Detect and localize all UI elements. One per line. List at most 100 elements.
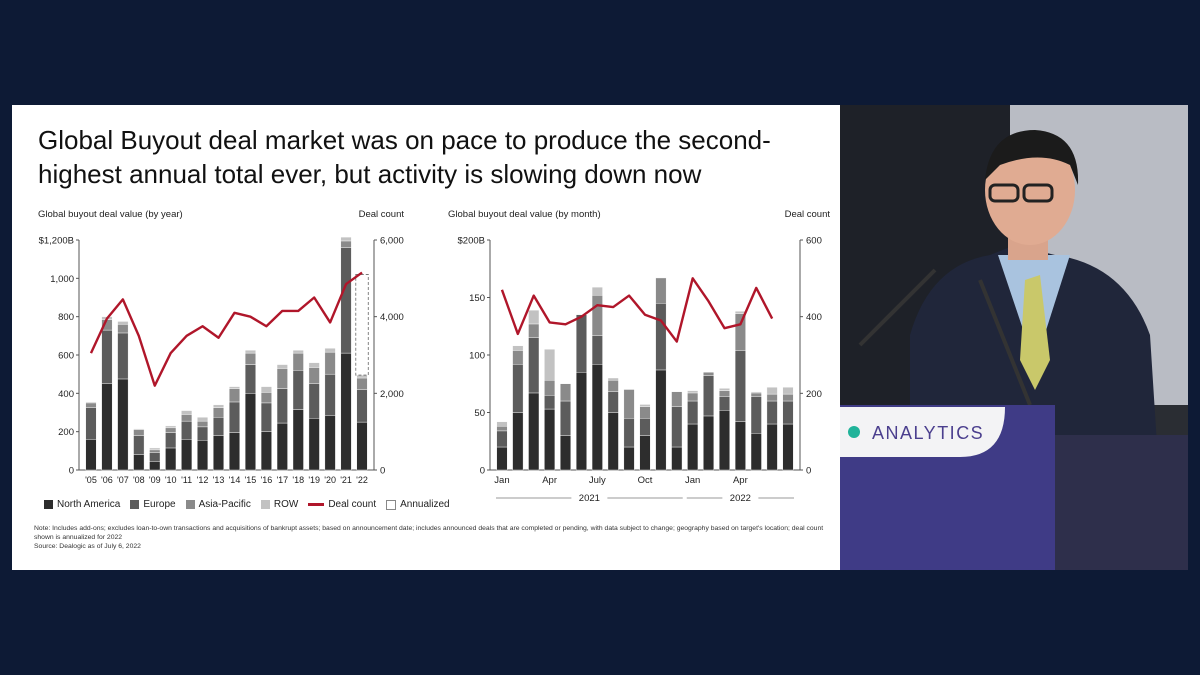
legend-label: Deal count <box>328 499 377 510</box>
note-text: Note: Includes add-ons; excludes loan-to… <box>34 525 824 541</box>
x-tick-label: '20 <box>324 475 336 485</box>
x-tick-label: '21 <box>340 475 352 485</box>
bar-europe <box>324 373 336 416</box>
x-tick-label: Apr <box>733 475 748 486</box>
bar-asia-pacific <box>340 240 352 248</box>
bar-asia-pacific <box>782 393 794 402</box>
bar-north-america <box>340 352 352 471</box>
bar-row <box>544 349 556 381</box>
bar-north-america <box>560 435 571 471</box>
y2-tick-label: 6,000 <box>380 236 404 247</box>
bar-north-america <box>133 454 145 471</box>
bar-europe <box>197 426 209 441</box>
x-tick-label: '09 <box>149 475 161 485</box>
bar-asia-pacific <box>591 294 603 336</box>
bar-north-america <box>292 409 304 471</box>
bar-europe <box>101 329 113 384</box>
legend-swatch-row <box>260 500 270 509</box>
y2-tick-label: 4,000 <box>380 312 404 323</box>
bar-north-america <box>149 461 161 471</box>
y-tick-label: 0 <box>480 466 485 477</box>
bar-europe <box>244 364 256 394</box>
bar-north-america <box>213 435 224 471</box>
bar-north-america <box>117 378 129 471</box>
y2-tick-label: 2,000 <box>380 389 404 400</box>
bar-asia-pacific <box>734 313 746 351</box>
bar-north-america <box>766 423 778 471</box>
banner-text: ANALYTICS <box>872 423 984 443</box>
bar-asia-pacific <box>639 406 651 419</box>
y-tick-label: 100 <box>469 351 485 362</box>
bar-asia-pacific <box>324 351 336 375</box>
bar-europe <box>671 406 683 448</box>
bar-asia-pacific <box>671 391 683 407</box>
bar-north-america <box>512 412 524 471</box>
bar-north-america <box>85 439 97 471</box>
legend-label: Annualized <box>400 499 450 510</box>
x-tick-label: '06 <box>101 475 113 485</box>
bar-north-america <box>750 432 762 471</box>
podium-banner <box>840 407 1005 457</box>
x-tick-label: '14 <box>229 475 241 485</box>
bar-asia-pacific <box>149 449 161 453</box>
deal-count-line <box>500 277 774 343</box>
bar-north-america <box>544 408 556 471</box>
x-tick-label: '07 <box>117 475 129 485</box>
source-text: Source: Dealogic as of July 6, 2022 <box>34 542 141 550</box>
year-label: 2021 <box>579 493 600 504</box>
bar-row <box>149 447 161 451</box>
y2-tick-label: 0 <box>806 466 811 477</box>
legend-swatch-north-america <box>44 500 53 509</box>
bar-row <box>308 362 320 368</box>
bar-asia-pacific <box>496 426 508 432</box>
legend-swatch-deal-count <box>308 503 325 506</box>
y2-axis-title: Deal count <box>785 209 831 220</box>
x-tick-label: '08 <box>133 475 145 485</box>
x-tick-label: '16 <box>260 475 272 485</box>
bar-north-america <box>782 423 794 471</box>
bar-row <box>719 388 730 391</box>
y2-axis-title: Deal count <box>359 209 405 220</box>
bar-row <box>782 386 794 395</box>
y2-tick-label: 0 <box>380 466 385 477</box>
bar-europe <box>719 396 730 411</box>
bar-north-america <box>276 422 288 471</box>
legend-annualized: Annualized <box>386 499 450 510</box>
y2-tick-label: 600 <box>806 236 822 247</box>
y-tick-label: 400 <box>58 389 74 400</box>
bar-asia-pacific <box>607 380 619 393</box>
bar-north-america <box>655 369 667 471</box>
bar-europe <box>496 430 508 448</box>
bar-north-america <box>244 393 256 471</box>
bar-europe <box>356 389 368 423</box>
bar-europe <box>750 396 762 434</box>
bar-north-america <box>575 372 587 471</box>
bar-europe <box>213 417 224 436</box>
bar-north-america <box>260 431 272 471</box>
x-tick-label: '22 <box>356 475 368 485</box>
speaker-video: ANALYTICS <box>840 105 1188 570</box>
legend-label: Europe <box>143 499 176 510</box>
slide-title: Global Buyout deal market was on pace to… <box>38 125 771 189</box>
bar-asia-pacific <box>703 372 715 376</box>
x-tick-label: July <box>589 475 606 486</box>
x-tick-label: '17 <box>276 475 288 485</box>
bar-row <box>687 390 699 394</box>
bar-north-america <box>703 415 715 471</box>
legend-row: ROW <box>260 499 298 510</box>
x-tick-label: '11 <box>181 475 192 485</box>
bar-europe <box>292 370 304 410</box>
bar-europe <box>528 337 540 394</box>
legend-europe: Europe <box>130 499 176 510</box>
bar-asia-pacific <box>766 393 778 402</box>
bar-europe <box>149 452 161 462</box>
bar-europe <box>165 432 177 449</box>
bar-asia-pacific <box>687 392 699 402</box>
bar-north-america <box>591 363 603 471</box>
bar-asia-pacific <box>623 389 635 419</box>
bar-row <box>639 404 651 407</box>
legend-swatch-annualized <box>386 499 397 510</box>
bar-europe <box>607 391 619 413</box>
bar-north-america <box>639 435 651 471</box>
y-tick-label: 150 <box>469 293 485 304</box>
